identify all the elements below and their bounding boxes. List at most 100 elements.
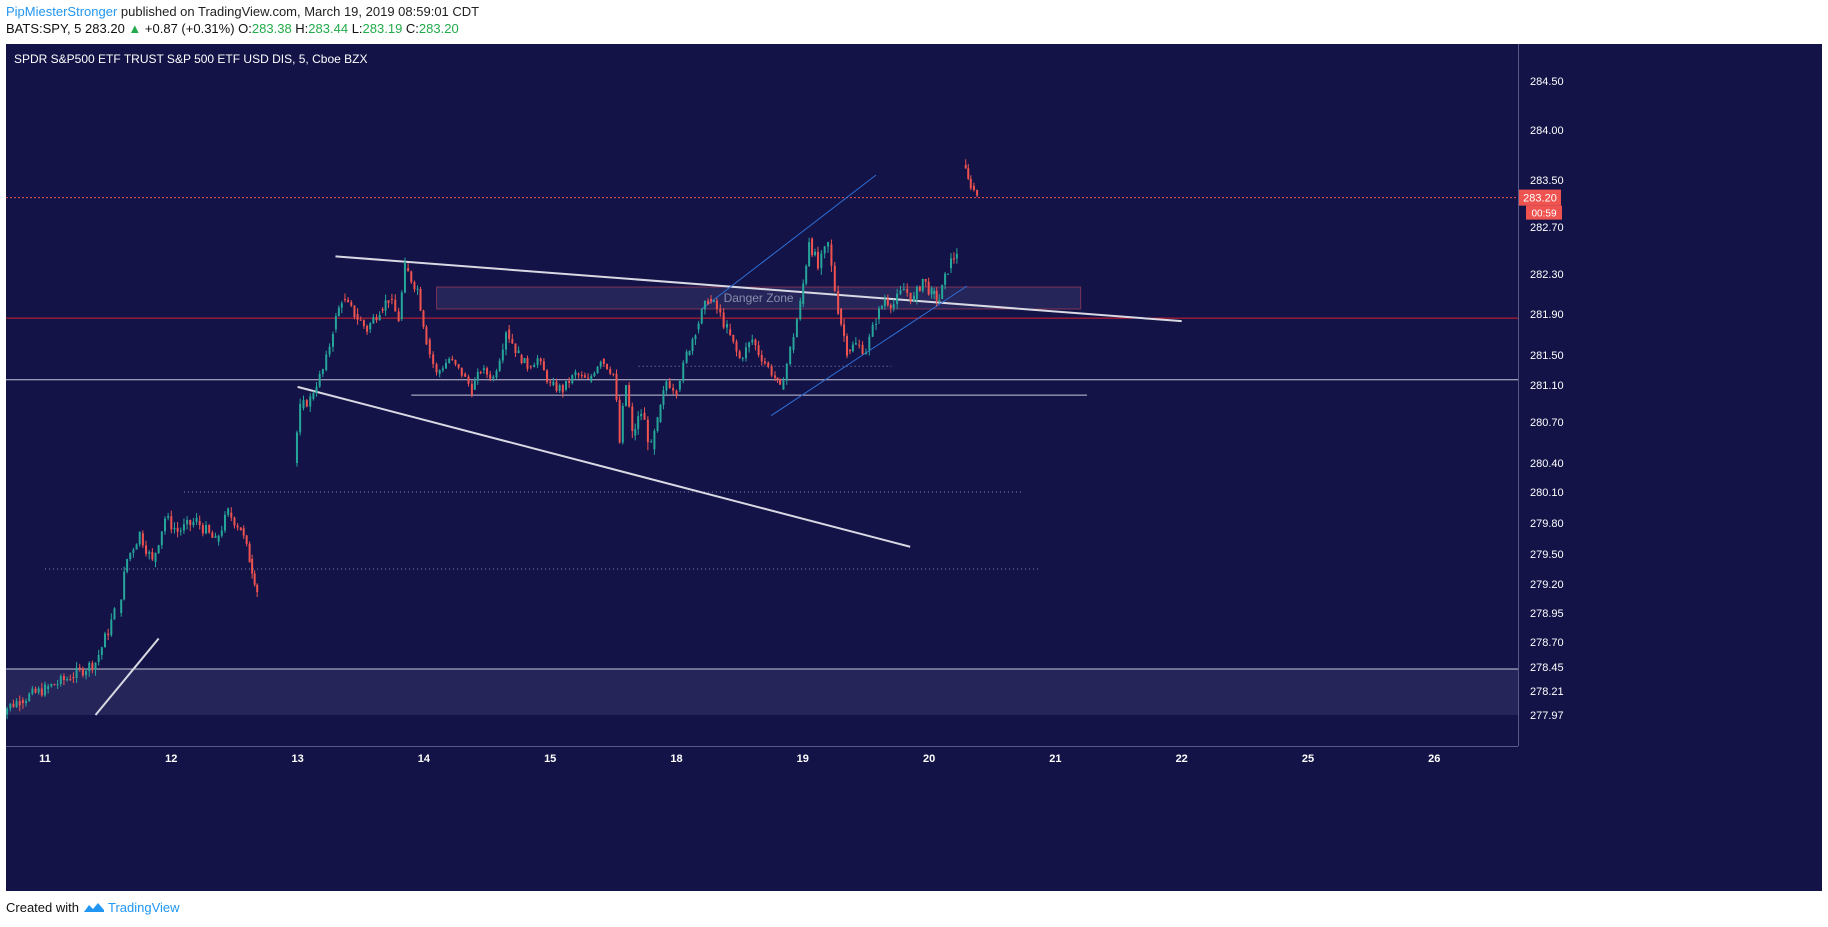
candle-body (305, 400, 308, 407)
author-link[interactable]: PipMiesterStronger (6, 4, 118, 19)
candle-body (656, 417, 659, 431)
candle-body (606, 363, 609, 370)
candle-body (501, 349, 504, 361)
candle-body (37, 688, 40, 693)
chart-title: SPDR S&P500 ETF TRUST S&P 500 ETF USD DI… (14, 52, 367, 66)
up-triangle-icon: ▲ (128, 21, 142, 36)
price-tick-label: 281.90 (1530, 309, 1564, 321)
candle-body (523, 358, 526, 364)
candle-body (78, 667, 81, 669)
candle-body (533, 364, 536, 368)
low-value: 283.19 (362, 21, 403, 36)
candle-body (295, 432, 298, 463)
tradingview-logo-icon[interactable] (83, 900, 108, 915)
channel-line (701, 174, 877, 310)
candle-body (722, 312, 725, 328)
candle-body (100, 647, 103, 656)
candle-body (941, 284, 944, 299)
candle-body (675, 390, 678, 396)
candle-body (612, 373, 615, 375)
candle-body (236, 525, 239, 528)
candle-body (9, 703, 12, 709)
candle-body (400, 292, 403, 320)
time-tick-label: 11 (39, 753, 51, 765)
candle-body (770, 366, 773, 376)
candle-body (359, 319, 362, 321)
candle-body (952, 258, 955, 260)
candle-body (514, 343, 517, 354)
candle-body (587, 377, 590, 379)
chart-pane[interactable]: Danger Zone 284.50 284.00 283.50 282.70 282.… (0, 44, 1822, 891)
candle-body (53, 684, 56, 686)
candle-body (691, 339, 694, 352)
candle-body (223, 514, 226, 531)
candle-body (938, 299, 941, 301)
candle-body (34, 688, 37, 693)
candle-body (526, 358, 529, 369)
candle-body (529, 366, 532, 368)
candle-body (173, 527, 176, 530)
candle-body (715, 300, 718, 309)
candle-body (732, 334, 735, 342)
candle-body (700, 309, 703, 324)
candle-body (56, 684, 59, 686)
candle-body (302, 400, 305, 409)
candle-body (126, 559, 129, 572)
candle-body (976, 189, 979, 196)
price-chart[interactable]: Danger Zone 284.50 284.00 283.50 282.70 282.… (0, 44, 1822, 891)
candle-body (148, 552, 151, 554)
candle-body (744, 347, 747, 359)
candle-body (542, 361, 545, 371)
candle-body (726, 324, 729, 328)
candle-body (256, 584, 259, 592)
close-label: C: (405, 21, 419, 36)
candle-body (892, 304, 895, 309)
candle-body (445, 362, 448, 369)
candle-body (615, 373, 618, 400)
candle-body (555, 381, 558, 391)
candle-body (596, 366, 599, 374)
price-tick-label: 279.50 (1530, 549, 1564, 561)
candle-body (707, 300, 710, 305)
candle-body (517, 350, 520, 354)
candle-body (688, 351, 691, 355)
candle-body (703, 300, 706, 310)
candle-body (492, 376, 495, 379)
candle-body (107, 633, 110, 636)
candle-body (195, 517, 198, 522)
price-tick-label: 280.70 (1530, 417, 1564, 429)
candle-body (915, 286, 918, 299)
time-tick-label: 25 (1302, 753, 1314, 765)
candle-body (833, 265, 836, 291)
candle-body (384, 300, 387, 311)
candle-body (467, 376, 470, 384)
candle-body (710, 299, 713, 302)
time-axis[interactable] (6, 746, 1822, 891)
candle-body (741, 358, 744, 360)
candle-body (331, 334, 334, 347)
candle-body (25, 700, 28, 704)
tradingview-brand-link[interactable]: TradingView (108, 900, 180, 915)
last-price-badge (1519, 189, 1561, 206)
candle-body (814, 251, 817, 256)
price-tick-label: 280.10 (1530, 487, 1564, 499)
candle-body (947, 273, 950, 275)
candle-body (840, 309, 843, 325)
candle-body (878, 308, 881, 320)
candle-body (309, 396, 312, 407)
time-tick-label: 21 (1049, 753, 1061, 765)
candle-body (145, 545, 148, 554)
price-tick-label: 277.97 (1530, 710, 1564, 722)
candle-body (397, 311, 400, 322)
candle-body (299, 403, 302, 433)
candle-body (69, 679, 72, 681)
candle-body (179, 530, 182, 532)
candle-body (416, 288, 419, 290)
publish-line: PipMiesterStronger published on TradingV… (6, 4, 479, 19)
candle-body (909, 292, 912, 301)
candle-body (782, 380, 785, 390)
candle-body (239, 527, 242, 531)
last-price-badge-label: 283.20 (1523, 193, 1557, 205)
candle-body (350, 302, 353, 306)
last-price: 283.20 (85, 21, 125, 36)
